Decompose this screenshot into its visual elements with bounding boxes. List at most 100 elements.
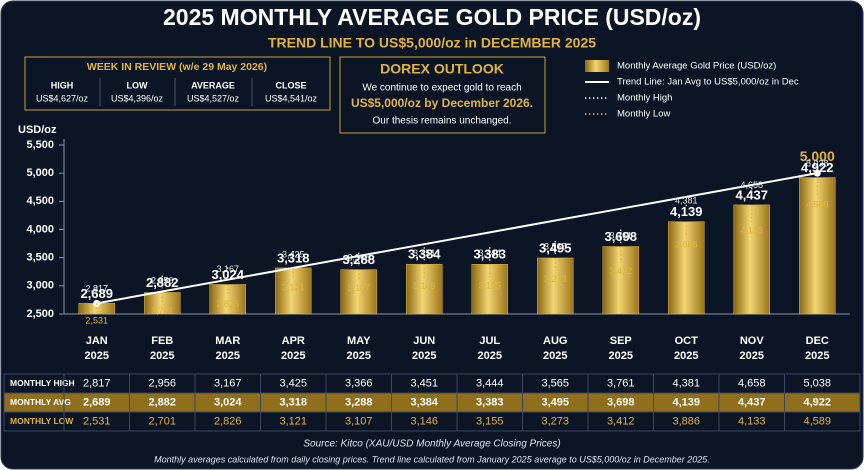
item-value: US$4,396/oz — [111, 93, 164, 103]
item-label: AVERAGE — [191, 80, 235, 90]
table-cell: 3,273 — [541, 415, 569, 427]
outlook: DOREX OUTLOOK We continue to expect gold… — [339, 56, 546, 134]
low-label: 2,826 — [216, 299, 239, 309]
table-cell: 3,495 — [541, 396, 569, 408]
low-label: 3,886 — [675, 239, 698, 249]
table-cell: 4,133 — [738, 415, 766, 427]
y-tick-label: 5,000 — [26, 167, 54, 179]
high-label: 3,761 — [609, 230, 632, 240]
table-cell: 4,922 — [803, 396, 831, 408]
low-label: 3,273 — [544, 274, 567, 284]
value-label: 3,318 — [277, 250, 310, 265]
high-label: 3,366 — [347, 253, 370, 263]
table-cell: 3,121 — [279, 415, 307, 427]
table-cell: 4,589 — [803, 415, 831, 427]
legend-label: Monthly Average Gold Price (USD/oz) — [617, 61, 776, 72]
table-cell: 2,531 — [83, 415, 111, 427]
low-label: 3,121 — [282, 282, 305, 292]
table-cell: 2,701 — [148, 415, 176, 427]
outlook-line: Our thesis remains unchanged. — [373, 116, 512, 127]
bar — [733, 204, 770, 315]
x-tick-label: AUG 2025 — [543, 335, 568, 362]
box — [339, 56, 546, 134]
x-tick-label: APR 2025 — [281, 335, 306, 362]
row-label: MONTHLY AVG — [10, 397, 71, 407]
low-label: 4,133 — [740, 225, 763, 235]
item-value: US$4,541/oz — [265, 93, 318, 103]
table-cell: 3,698 — [607, 396, 635, 408]
trend-line — [96, 172, 818, 305]
low-label: 3,107 — [347, 283, 370, 293]
value-label: 3,698 — [604, 229, 637, 244]
high-label: 2,956 — [151, 276, 174, 286]
outlook-line: US$5,000/oz by December 2026. — [351, 96, 533, 110]
x-tick-label: NOV 2025 — [739, 335, 764, 362]
high-label: 2,817 — [85, 284, 108, 294]
x-tick-label: SEP 2025 — [608, 335, 633, 362]
value-label: 2,882 — [146, 275, 179, 290]
y-tick-label: 2,500 — [26, 308, 54, 320]
y-tick-label: 3,500 — [26, 252, 54, 264]
table-cell: 3,886 — [672, 415, 700, 427]
table-cell: 3,366 — [345, 377, 373, 389]
low-label: 3,146 — [413, 281, 436, 291]
high-label: 4,658 — [740, 180, 763, 190]
legend-swatch — [585, 60, 609, 72]
week-in-review: WEEK IN REVIEW (w/e 29 May 2026) HIGH US… — [24, 56, 331, 111]
x-tick-label: JAN 2025 — [84, 335, 109, 362]
item-label: HIGH — [51, 80, 74, 90]
value-label: 3,383 — [473, 247, 506, 262]
value-label: 3,384 — [408, 247, 441, 262]
x-tick-label: MAR 2025 — [215, 335, 241, 362]
table-cell: 3,444 — [476, 377, 504, 389]
x-tick-label: DEC 2025 — [805, 335, 830, 362]
table-cell: 4,437 — [738, 396, 766, 408]
chart-subtitle: TREND LINE TO US$5,000/oz in DECEMBER 20… — [268, 35, 596, 51]
high-label: 3,167 — [216, 264, 239, 274]
item-label: LOW — [127, 80, 148, 90]
table-cell: 3,288 — [345, 396, 373, 408]
high-label: 3,425 — [282, 249, 305, 259]
table-cell: 3,146 — [410, 415, 438, 427]
low-label: 3,155 — [478, 280, 501, 290]
bar — [602, 246, 639, 315]
x-tick-label: JUL 2025 — [477, 335, 502, 362]
table-cell: 3,412 — [607, 415, 635, 427]
item-label: CLOSE — [275, 80, 306, 90]
high-label: 5,038 — [806, 158, 829, 168]
legend-label: Trend Line: Jan Avg to US$5,000/oz in De… — [617, 77, 799, 88]
x-tick-label: JUN 2025 — [412, 335, 437, 362]
box-title: DOREX OUTLOOK — [380, 61, 504, 77]
low-label: 4,589 — [806, 200, 829, 210]
low-label: 2,701 — [151, 306, 174, 316]
table-cell: 2,826 — [214, 415, 242, 427]
footnote: Monthly averages calculated from daily c… — [154, 454, 710, 464]
table-cell: 3,155 — [476, 415, 504, 427]
x-tick-label: MAY 2025 — [346, 335, 371, 362]
table-cell: 2,689 — [83, 396, 111, 408]
chart-title: 2025 MONTHLY AVERAGE GOLD PRICE (USD/oz) — [163, 4, 701, 30]
outlook-line: We continue to expect gold to reach — [362, 83, 521, 94]
item-value: US$4,627/oz — [36, 93, 89, 103]
value-label: 4,922 — [801, 160, 834, 175]
table-cell: 3,384 — [410, 396, 438, 408]
item-value: US$4,527/oz — [187, 93, 240, 103]
x-tick-label: OCT 2025 — [674, 335, 699, 362]
y-tick-label: 3,000 — [26, 280, 54, 292]
trend-label: 5,000 — [800, 148, 835, 164]
bar — [340, 269, 377, 315]
x-tick-label: FEB 2025 — [150, 335, 175, 362]
table-cell: 2,956 — [148, 377, 176, 389]
table-cell: 2,817 — [83, 377, 111, 389]
table-cell: 3,451 — [410, 377, 438, 389]
table-cell: 3,761 — [607, 377, 635, 389]
table-cell: 5,038 — [803, 377, 831, 389]
table-cell: 3,565 — [541, 377, 569, 389]
legend-label: Monthly Low — [617, 109, 670, 120]
table-cell: 3,167 — [214, 377, 242, 389]
bar — [668, 221, 705, 315]
y-tick-label: 4,500 — [26, 195, 54, 207]
value-label: 4,437 — [735, 187, 768, 202]
